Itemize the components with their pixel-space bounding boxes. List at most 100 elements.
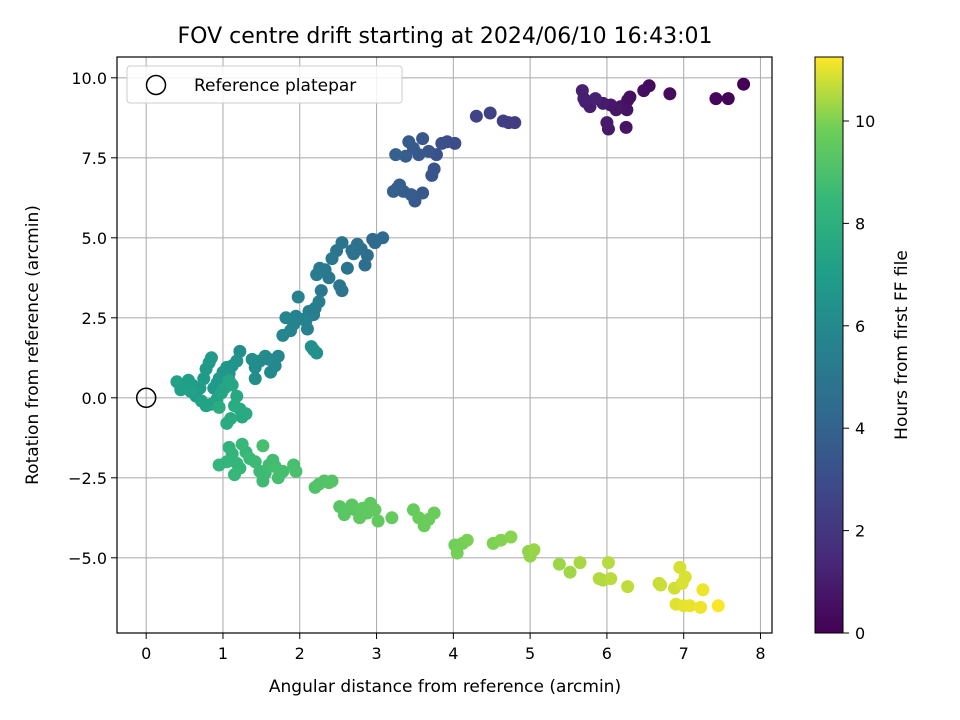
y-tick-label: −2.5 bbox=[68, 469, 107, 488]
data-point bbox=[404, 188, 418, 202]
data-point bbox=[386, 184, 400, 198]
data-point bbox=[654, 578, 668, 592]
colorbar-gradient bbox=[814, 56, 844, 634]
data-point bbox=[245, 352, 259, 366]
data-point bbox=[600, 116, 614, 130]
y-axis-label: Rotation from reference (arcmin) bbox=[23, 205, 43, 485]
data-point bbox=[460, 533, 474, 547]
data-point bbox=[227, 468, 241, 482]
y-tick-label: 10.0 bbox=[71, 69, 107, 88]
data-point bbox=[711, 599, 725, 613]
data-point bbox=[225, 378, 239, 392]
data-point bbox=[212, 400, 226, 414]
data-point bbox=[289, 464, 303, 478]
data-point bbox=[325, 474, 339, 488]
x-tick-label: 0 bbox=[141, 644, 151, 663]
data-points bbox=[170, 77, 751, 614]
colorbar-tick-label: 8 bbox=[855, 214, 865, 233]
data-point bbox=[621, 580, 635, 594]
data-point bbox=[184, 384, 198, 398]
colorbar-tick-label: 10 bbox=[855, 112, 875, 131]
data-point bbox=[683, 599, 697, 613]
data-point bbox=[709, 92, 723, 106]
data-point bbox=[422, 144, 436, 158]
data-point bbox=[737, 77, 751, 91]
data-point bbox=[248, 372, 262, 386]
data-point bbox=[588, 92, 602, 106]
data-point bbox=[663, 87, 677, 101]
data-point bbox=[694, 600, 708, 614]
data-point bbox=[358, 258, 372, 272]
data-point bbox=[494, 533, 508, 547]
data-point bbox=[239, 407, 253, 421]
x-tick-label: 2 bbox=[295, 644, 305, 663]
data-point bbox=[170, 375, 184, 389]
data-point bbox=[527, 543, 541, 557]
data-point bbox=[673, 560, 687, 574]
data-point bbox=[577, 92, 591, 106]
x-tick-label: 5 bbox=[525, 644, 535, 663]
y-tick-label: 5.0 bbox=[82, 229, 107, 248]
plot-area: 0 1 2 3 4 5 6 7 8 −5.0 −2.5 0.0 2.5 5.0 7.5 10.0 bbox=[68, 56, 773, 663]
data-point bbox=[256, 439, 270, 453]
data-point bbox=[425, 168, 439, 182]
x-tick-label: 7 bbox=[679, 644, 689, 663]
data-point bbox=[368, 503, 382, 517]
data-point bbox=[220, 416, 234, 430]
data-point bbox=[389, 148, 403, 162]
data-point bbox=[469, 109, 483, 123]
legend-marker bbox=[145, 74, 167, 96]
colorbar-tick-label: 2 bbox=[855, 522, 865, 541]
y-tick-label: 7.5 bbox=[82, 149, 107, 168]
data-point bbox=[212, 458, 226, 472]
data-point bbox=[416, 132, 430, 146]
x-axis-label: Angular distance from reference (arcmin) bbox=[269, 677, 621, 697]
data-point bbox=[402, 135, 416, 149]
y-tick-label: −5.0 bbox=[68, 549, 107, 568]
plot-frame bbox=[116, 56, 773, 634]
colorbar-ticks: 0 2 4 6 8 10 bbox=[843, 112, 875, 643]
y-tick-label: 0.0 bbox=[82, 389, 107, 408]
x-tick-label: 1 bbox=[218, 644, 228, 663]
data-point bbox=[345, 244, 359, 258]
data-point bbox=[721, 92, 735, 106]
colorbar-label: Hours from first FF file bbox=[892, 250, 912, 440]
legend: Reference platepar bbox=[126, 65, 403, 104]
grid-lines bbox=[117, 57, 772, 633]
chart-title: FOV centre drift starting at 2024/06/10 … bbox=[178, 24, 713, 49]
data-point bbox=[314, 284, 328, 298]
data-point bbox=[435, 136, 449, 150]
y-tick-label: 2.5 bbox=[82, 309, 107, 328]
data-point bbox=[340, 261, 354, 275]
legend-label: Reference platepar bbox=[194, 76, 356, 96]
data-point bbox=[366, 232, 380, 246]
reference-marker bbox=[135, 387, 157, 409]
data-point bbox=[427, 506, 441, 520]
data-point bbox=[227, 399, 241, 413]
data-point bbox=[678, 570, 692, 584]
colorbar: 0 2 4 6 8 10 Hours from first FF file bbox=[814, 56, 912, 643]
data-point bbox=[573, 556, 587, 570]
data-point bbox=[483, 106, 497, 120]
data-point bbox=[310, 268, 324, 282]
data-point bbox=[696, 583, 710, 597]
x-tick-label: 4 bbox=[448, 644, 458, 663]
colorbar-tick-label: 0 bbox=[855, 624, 865, 643]
colorbar-tick-label: 4 bbox=[855, 419, 865, 438]
data-point bbox=[312, 295, 326, 309]
data-point bbox=[601, 556, 615, 570]
data-point bbox=[371, 514, 385, 528]
data-point bbox=[496, 114, 510, 128]
data-point bbox=[552, 557, 566, 571]
data-point bbox=[279, 311, 293, 325]
x-tick-label: 8 bbox=[755, 644, 765, 663]
data-point bbox=[276, 464, 290, 478]
x-tick-label: 3 bbox=[371, 644, 381, 663]
data-point bbox=[637, 84, 651, 98]
y-axis-ticks: −5.0 −2.5 0.0 2.5 5.0 7.5 10.0 bbox=[68, 69, 117, 568]
data-point bbox=[385, 511, 399, 525]
data-point bbox=[619, 120, 633, 134]
data-point bbox=[450, 546, 464, 560]
x-tick-label: 6 bbox=[602, 644, 612, 663]
